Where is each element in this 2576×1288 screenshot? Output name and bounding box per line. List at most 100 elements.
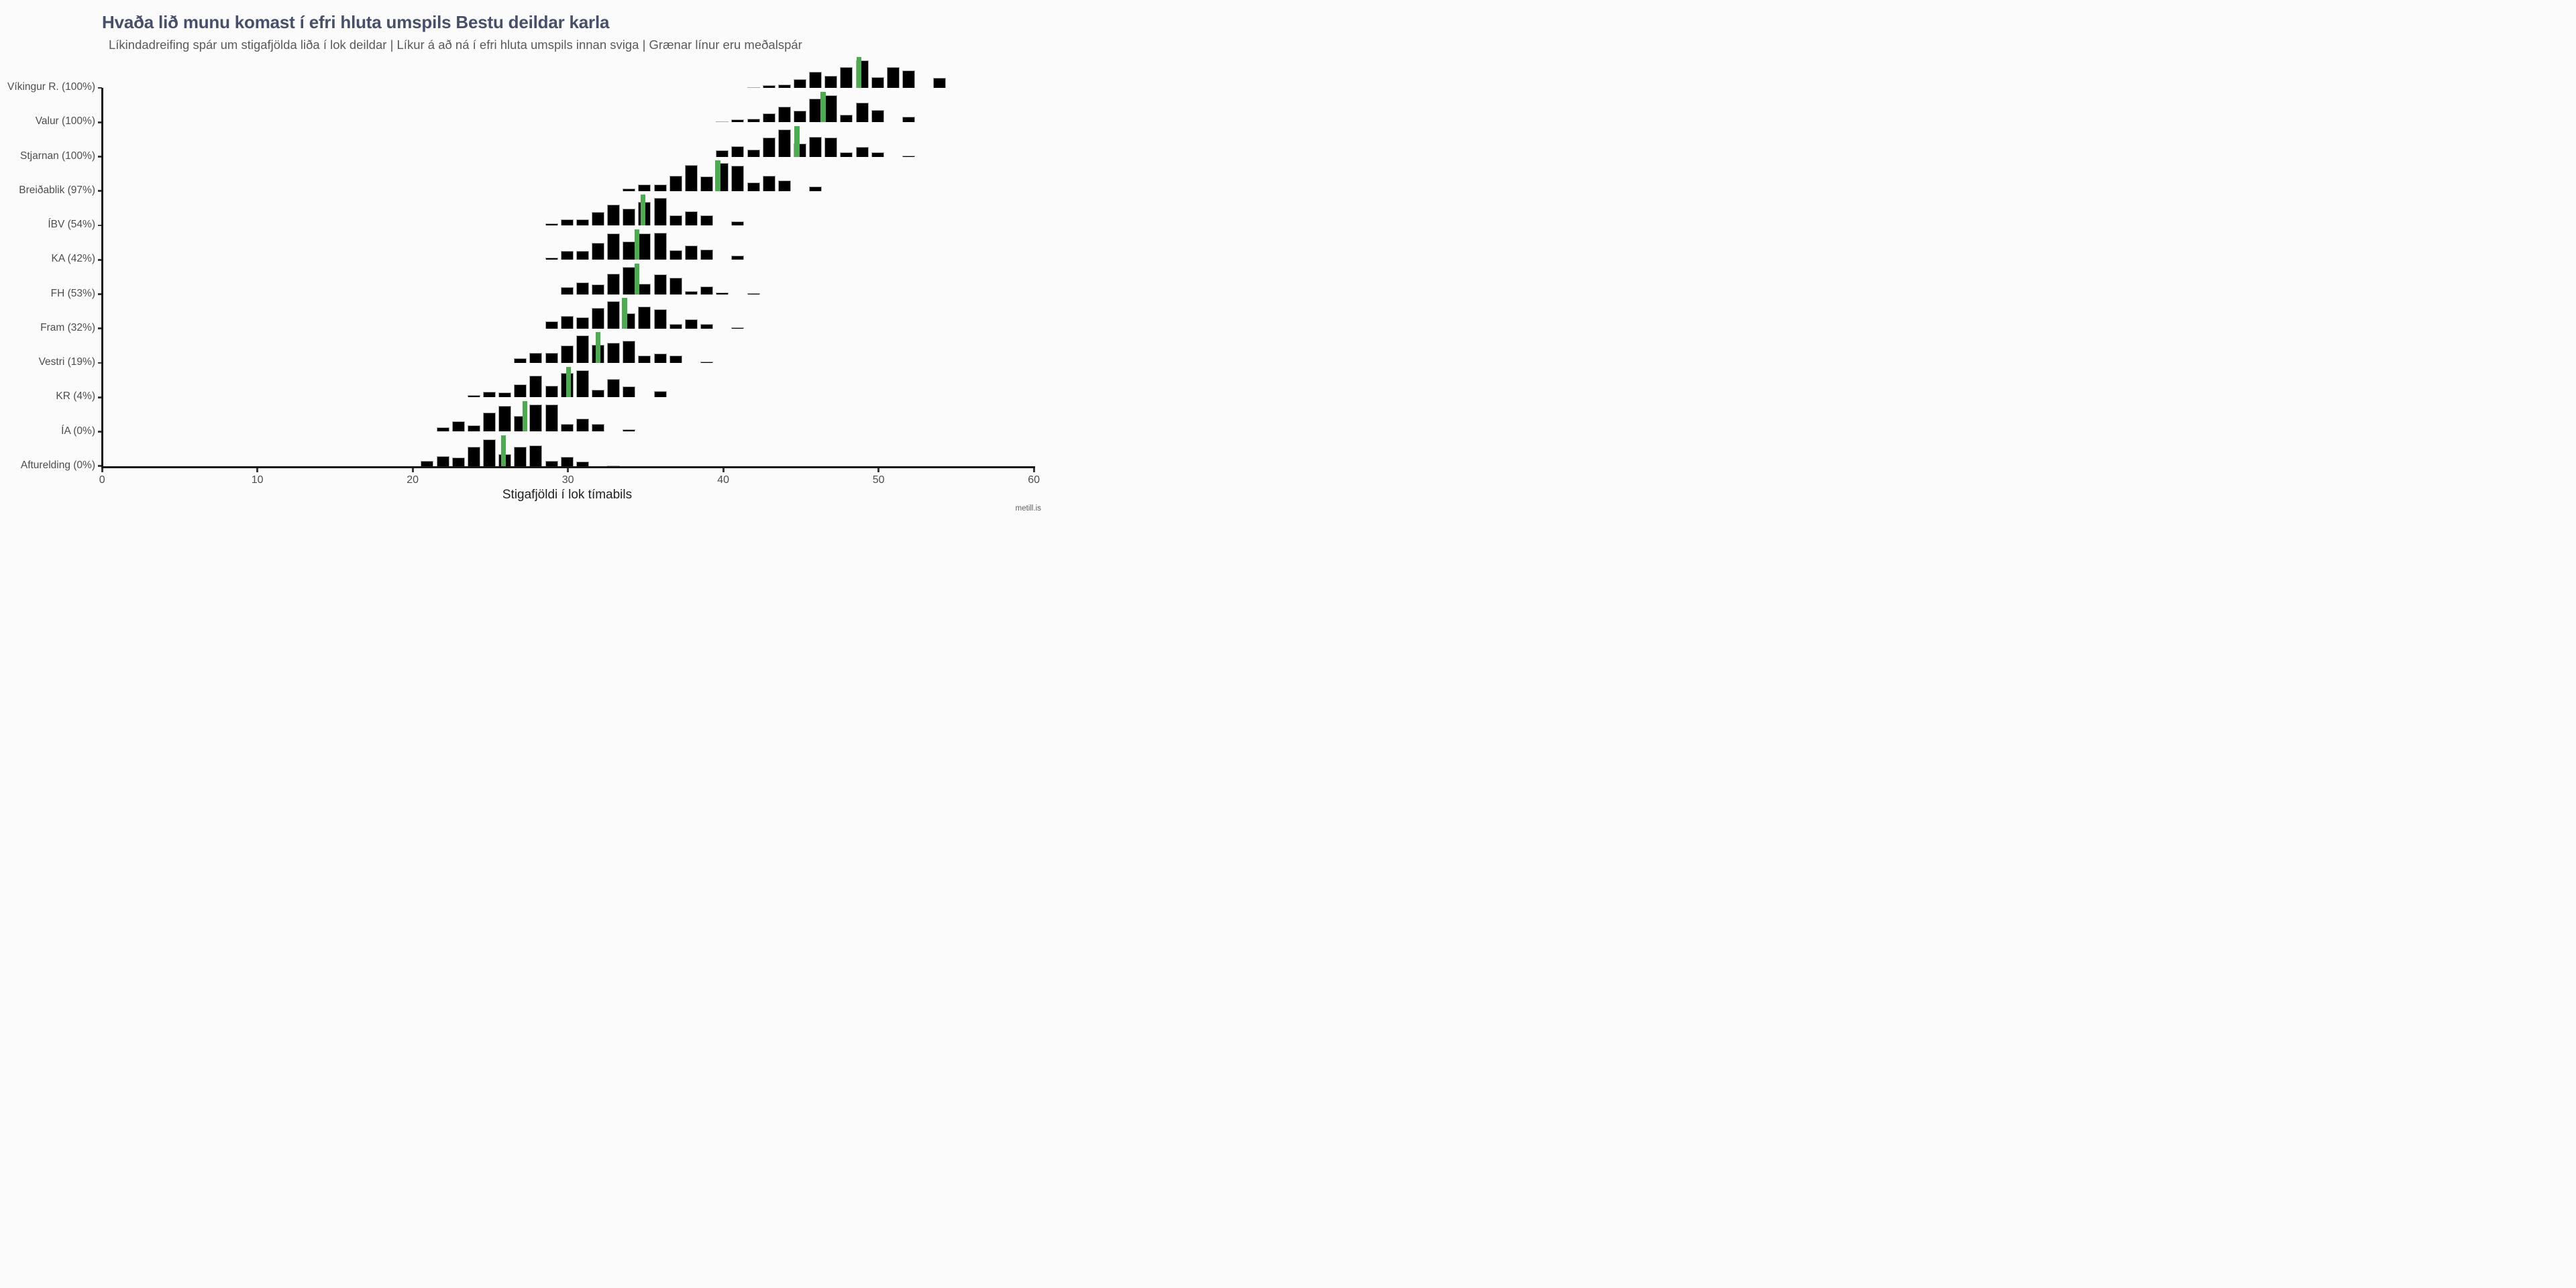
histogram-bar	[592, 212, 604, 226]
histogram-bar	[840, 114, 853, 123]
histogram-bar	[886, 66, 900, 89]
histogram-bar	[653, 198, 667, 226]
mean-line	[566, 366, 572, 398]
y-axis-tick	[97, 190, 102, 193]
histogram-bar	[576, 370, 589, 398]
histogram-bar	[747, 182, 760, 191]
histogram-bar	[731, 256, 745, 260]
y-axis-tick	[97, 258, 102, 261]
histogram-bar	[623, 341, 636, 363]
histogram-bar	[623, 209, 636, 226]
histogram-bar	[436, 455, 449, 466]
watermark: metill.is	[1015, 504, 1041, 513]
histogram-bar	[560, 251, 574, 260]
histogram-bar	[871, 109, 884, 123]
histogram-bar	[607, 273, 621, 294]
histogram-bar	[731, 119, 745, 123]
histogram-bar	[623, 241, 636, 260]
histogram-bar	[638, 233, 651, 260]
y-axis-tick	[97, 431, 102, 433]
histogram-bar	[560, 286, 574, 294]
mean-line	[820, 91, 826, 123]
histogram-bar	[700, 250, 714, 260]
histogram-bar	[933, 78, 947, 89]
histogram-bar	[592, 243, 604, 260]
histogram-bar	[607, 378, 621, 398]
histogram-bar	[684, 246, 698, 260]
team-label: ÍBV (54%)	[48, 219, 95, 231]
histogram-bar	[840, 66, 853, 89]
team-label: Vestri (19%)	[38, 356, 95, 368]
histogram-bar	[653, 391, 667, 398]
histogram-bar	[777, 180, 791, 191]
histogram-bar	[545, 352, 558, 364]
team-label: ÍA (0%)	[61, 425, 95, 437]
histogram-bar	[731, 327, 745, 329]
histogram-bar	[576, 317, 589, 329]
histogram-bar	[467, 447, 480, 466]
y-axis-tick	[97, 224, 102, 227]
y-axis-line	[101, 88, 103, 468]
histogram-bar	[576, 335, 589, 364]
histogram-bar	[700, 286, 714, 294]
x-axis-tick-label: 0	[99, 474, 105, 486]
histogram-bar	[545, 258, 558, 260]
histogram-bar	[638, 283, 651, 294]
histogram-bar	[623, 189, 636, 191]
histogram-bar	[762, 113, 775, 123]
team-label: Valur (100%)	[35, 115, 95, 127]
histogram-bar	[514, 384, 527, 398]
y-axis-tick	[97, 293, 102, 295]
histogram-bar	[731, 146, 745, 157]
histogram-bar	[467, 425, 480, 432]
histogram-bar	[482, 413, 496, 432]
histogram-bar	[871, 152, 884, 157]
y-axis-tick	[97, 396, 102, 398]
histogram-bar	[576, 219, 589, 226]
mean-line	[595, 332, 601, 363]
histogram-bar	[514, 358, 527, 363]
histogram-bar	[592, 424, 604, 432]
histogram-bar	[653, 353, 667, 363]
mean-line	[634, 263, 640, 294]
histogram-bar	[576, 462, 589, 466]
x-axis-tick	[101, 468, 103, 472]
histogram-bar	[762, 138, 775, 157]
mean-line	[640, 195, 646, 226]
histogram-bar	[855, 146, 869, 157]
histogram-bar	[700, 324, 714, 329]
histogram-bar	[607, 205, 621, 226]
histogram-bar	[576, 418, 589, 432]
histogram-bar	[560, 316, 574, 329]
chart-subtitle: Líkindadreifing spár um stigafjölda liða…	[109, 38, 802, 52]
histogram-bar	[716, 150, 729, 157]
histogram-bar	[684, 165, 698, 191]
histogram-bar	[592, 308, 604, 329]
histogram-bar	[576, 250, 589, 260]
histogram-bar	[653, 274, 667, 294]
x-axis-tick-label: 60	[1028, 474, 1040, 486]
histogram-bar	[421, 461, 434, 466]
histogram-bar	[638, 184, 651, 191]
histogram-bar	[529, 376, 543, 398]
histogram-bar	[638, 307, 651, 329]
histogram-bar	[669, 356, 682, 363]
histogram-bar	[623, 429, 636, 432]
y-axis-tick	[97, 121, 102, 123]
histogram-bar	[638, 356, 651, 364]
histogram-bar	[747, 293, 760, 294]
x-axis-label: Stigafjöldi í lok tímabils	[502, 488, 633, 502]
x-axis-tick-label: 40	[717, 474, 730, 486]
histogram-bar	[482, 391, 496, 398]
histogram-bar	[560, 457, 574, 466]
histogram-bar	[560, 424, 574, 432]
histogram-bar	[545, 405, 558, 432]
histogram-bar	[731, 221, 745, 226]
team-label: KA (42%)	[51, 253, 95, 265]
mean-line	[856, 57, 862, 89]
y-axis-tick	[97, 465, 102, 468]
histogram-bar	[809, 71, 822, 89]
histogram-bar	[809, 98, 822, 123]
y-axis-tick	[97, 156, 102, 158]
histogram-bar	[607, 342, 621, 363]
